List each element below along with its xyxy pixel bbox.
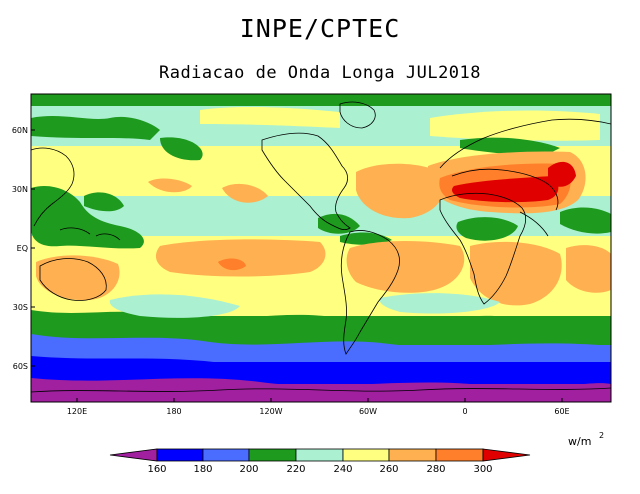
colorbar-tick-180: 180: [193, 464, 212, 475]
coastline-south-america: [340, 230, 400, 355]
colorbar-tick-280: 280: [426, 464, 445, 475]
high-north-green-1: [31, 116, 160, 140]
south-atlantic-green: [379, 293, 500, 314]
lat-label-60n: 60N: [12, 126, 28, 135]
south-africa-orange: [470, 241, 562, 306]
indian-ocean-green: [560, 207, 611, 234]
lat-label-30n: 30N: [12, 185, 28, 194]
high-north-yellow-2: [430, 110, 600, 141]
colorbar-seg-280-300: [435, 448, 484, 462]
lat-label-eq: EQ: [17, 244, 28, 253]
lat-label-30s: 30S: [13, 303, 28, 312]
lon-label-0: 0: [462, 407, 467, 416]
band-south-wave-180: [31, 356, 611, 384]
map-title: Radiacao de Onda Longa JUL2018: [158, 63, 482, 83]
colorbar-tick-220: 220: [286, 464, 305, 475]
maritime-green: [84, 192, 124, 212]
colorbar-seg-below-160: [109, 448, 158, 462]
sahara-arabia-red: [452, 176, 559, 203]
colorbar-seg-220-240: [295, 448, 344, 462]
coastline-indonesia: [59, 227, 121, 241]
lon-label-60e: 60E: [554, 407, 569, 416]
south-pacific-orange: [155, 239, 326, 277]
lat-labels: 60N 30N EQ 30S 60S: [12, 126, 28, 371]
australia-orange: [36, 255, 120, 301]
coastline-antarctica: [31, 387, 611, 393]
coastline-eurasia: [439, 118, 611, 237]
atlantic-itcz-green: [340, 232, 392, 245]
africa-green: [456, 217, 518, 241]
units-exponent: 2: [599, 431, 604, 440]
lon-label-120e: 120E: [67, 407, 87, 416]
colorbar: [109, 448, 531, 462]
lon-label-120w: 120W: [259, 407, 282, 416]
coastline-africa: [439, 192, 526, 305]
colorbar-tick-240: 240: [333, 464, 352, 475]
colorbar-tick-260: 260: [379, 464, 398, 475]
lon-label-60w: 60W: [359, 407, 377, 416]
colorbar-seg-260-280: [388, 448, 437, 462]
north-america-orange: [222, 183, 268, 203]
colorbar-ticks: 160 180 200 220 240 260 280 300: [147, 464, 492, 475]
colorbar-tick-300: 300: [473, 464, 492, 475]
high-north-yellow-1: [200, 106, 340, 128]
colorbar-seg-240-260: [342, 448, 390, 462]
south-america-orange: [346, 241, 465, 293]
olr-field: [31, 94, 611, 402]
colorbar-seg-160-180: [156, 448, 204, 462]
north-pacific-orange: [148, 178, 192, 193]
west-pacific-green: [31, 185, 144, 249]
coastlines: [31, 101, 611, 393]
lon-label-180: 180: [166, 407, 181, 416]
colorbar-seg-above-300: [482, 448, 531, 462]
south-pacific-orange-core: [218, 258, 246, 271]
units-label: w/m 2: [568, 431, 604, 448]
south-indian-orange: [566, 245, 611, 293]
north-atlantic-orange: [356, 163, 445, 219]
coastline-australia: [39, 258, 107, 301]
colorbar-seg-180-200: [202, 448, 250, 462]
colorbar-tick-160: 160: [147, 464, 166, 475]
coastline-greenland: [339, 101, 376, 129]
units-base: w/m: [568, 435, 591, 448]
arabia-red-core: [548, 161, 576, 187]
band-arctic: [31, 94, 611, 106]
band-south-wave-200: [31, 334, 611, 362]
lon-labels: 120E 180 120W 60W 0 60E: [67, 407, 570, 416]
coastline-north-america: [261, 132, 351, 231]
south-pacific-mid-green: [109, 294, 240, 318]
axis-ticks: [31, 129, 563, 402]
high-north-green-2: [160, 137, 203, 161]
band-south-wave-220: [31, 310, 611, 345]
lat-label-60s: 60S: [13, 362, 28, 371]
colorbar-tick-200: 200: [239, 464, 258, 475]
coastline-asia-east: [31, 147, 75, 227]
organization-title: INPE/CPTEC: [239, 14, 401, 43]
colorbar-seg-200-220: [248, 448, 297, 462]
central-america-green: [318, 213, 360, 234]
